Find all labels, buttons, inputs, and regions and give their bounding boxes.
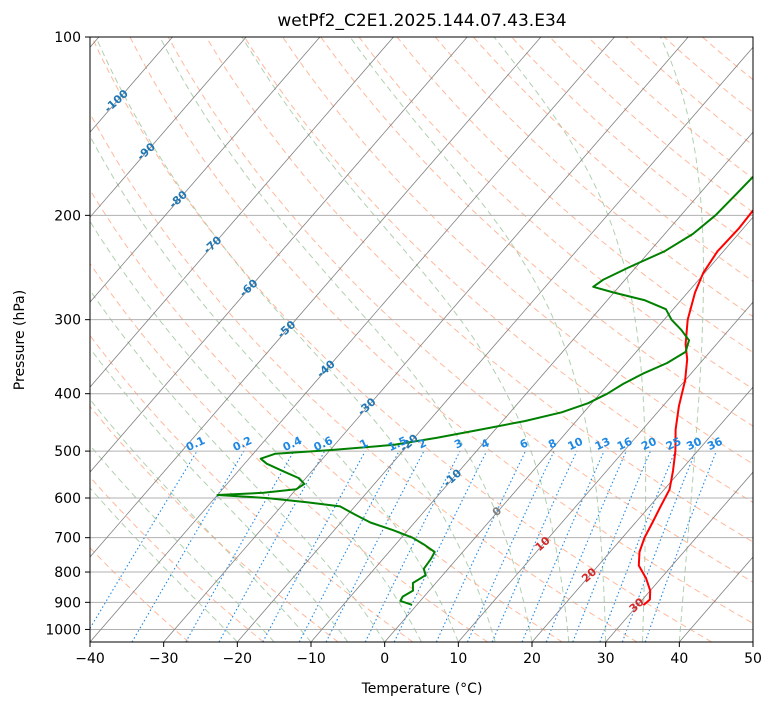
mixing-ratio-line bbox=[262, 450, 366, 642]
dry-adiabat-line bbox=[358, 37, 753, 390]
x-tick-label: 50 bbox=[744, 651, 762, 667]
dry-adiabat-line bbox=[320, 37, 753, 427]
moist-adiabat-line bbox=[349, 37, 607, 642]
isotherm-line bbox=[90, 37, 321, 303]
mixing-ratio-label: 10 bbox=[566, 435, 586, 453]
isotherms bbox=[90, 37, 753, 642]
isotherm-line bbox=[457, 301, 753, 642]
mixing-ratio-label: 13 bbox=[593, 435, 612, 453]
dry-adiabat-line bbox=[90, 112, 638, 642]
mixing-ratio-line bbox=[644, 450, 717, 642]
mixing-ratio-line bbox=[545, 450, 627, 642]
x-tick-label: 20 bbox=[523, 651, 541, 667]
moist-adiabat-line bbox=[90, 135, 459, 642]
isotherm-line bbox=[531, 386, 753, 642]
isotherm-line bbox=[90, 37, 394, 388]
moist-adiabat-line bbox=[90, 220, 422, 642]
y-tick-label: 300 bbox=[54, 313, 81, 329]
x-tick-label: −10 bbox=[296, 651, 326, 667]
y-tick-label: 600 bbox=[54, 491, 81, 507]
dry-adiabat-line bbox=[90, 476, 264, 642]
temperature-profile-line bbox=[637, 208, 753, 606]
isotherm-line bbox=[384, 216, 753, 642]
mixing-ratio-line bbox=[185, 450, 295, 642]
dry-adiabat-line bbox=[396, 37, 753, 354]
moist-adiabat-line bbox=[90, 444, 275, 642]
chart-title: wetPf2_C2E1.2025.144.07.43.E34 bbox=[277, 11, 566, 31]
mixing-ratio-line bbox=[393, 450, 488, 642]
mixing-ratio-label: 16 bbox=[615, 435, 635, 453]
dry-adiabat-line bbox=[91, 37, 712, 642]
mixing-ratio-line bbox=[364, 450, 461, 642]
plot-frame bbox=[89, 36, 754, 643]
x-tick-label: −30 bbox=[149, 651, 179, 667]
x-tick-label: −20 bbox=[223, 651, 253, 667]
isotherm-line bbox=[236, 46, 753, 642]
y-tick-label: 1000 bbox=[45, 622, 81, 638]
isotherm-line bbox=[90, 37, 542, 558]
isotherm-line bbox=[90, 37, 247, 218]
dry-adiabat-line bbox=[244, 37, 753, 504]
isotherm-line bbox=[310, 131, 753, 642]
x-tick-label: −40 bbox=[75, 651, 105, 667]
y-tick-label: 700 bbox=[54, 531, 81, 547]
plot-area bbox=[90, 37, 753, 642]
moist-adiabat-line bbox=[241, 37, 570, 642]
y-axis-label: Pressure (hPa) bbox=[12, 290, 28, 390]
dry-adiabat-line bbox=[511, 37, 753, 248]
moist-adiabat-line bbox=[90, 347, 349, 642]
x-axis-label: Temperature (°C) bbox=[361, 681, 483, 697]
mixing-ratio-label: 30 bbox=[684, 435, 704, 453]
y-tick-label: 100 bbox=[54, 30, 81, 46]
dry-adiabats bbox=[90, 37, 753, 642]
y-tick-label: 800 bbox=[54, 565, 81, 581]
y-tick-label: 200 bbox=[54, 208, 81, 224]
dry-adiabat-line bbox=[90, 188, 563, 642]
mixing-ratio-label: 36 bbox=[705, 435, 725, 453]
x-tick-label: 10 bbox=[449, 651, 467, 667]
dry-adiabat-line bbox=[90, 334, 414, 642]
mixing-ratio-line bbox=[131, 450, 245, 642]
dry-adiabat-line bbox=[473, 37, 753, 282]
isotherm-line bbox=[90, 37, 615, 642]
isotherm-line bbox=[163, 37, 689, 642]
moist-adiabat-line bbox=[493, 37, 647, 642]
mixing-ratio-line bbox=[521, 450, 605, 642]
isotherm-line bbox=[605, 471, 753, 642]
dry-adiabat-line bbox=[167, 37, 753, 583]
pressure-gridlines bbox=[90, 37, 753, 630]
moist-adiabat-line bbox=[95, 37, 496, 642]
moist-adiabat-line bbox=[159, 37, 533, 642]
x-tick-label: 0 bbox=[380, 651, 389, 667]
mixing-ratio-line bbox=[435, 450, 526, 642]
x-tick-label: 30 bbox=[597, 651, 615, 667]
dry-adiabat-line bbox=[549, 37, 753, 213]
mixing-ratio-line bbox=[218, 450, 326, 642]
y-tick-label: 400 bbox=[54, 387, 81, 403]
x-axis: −40 −30 −20 −10 0 10 20 30 40 50 bbox=[75, 642, 762, 667]
mixing-ratio-label: 25 bbox=[664, 435, 683, 453]
dewpoint-profile-line bbox=[216, 175, 753, 606]
y-axis: 100 200 300 400 500 600 700 800 900 1000 bbox=[45, 30, 90, 638]
moist-adiabat-line bbox=[90, 398, 312, 642]
x-tick-label: 40 bbox=[670, 651, 688, 667]
isotherm-line bbox=[90, 37, 468, 473]
y-tick-label: 500 bbox=[54, 444, 81, 460]
dry-adiabat-line bbox=[129, 37, 753, 624]
y-tick-label: 900 bbox=[54, 595, 81, 611]
sounding-series bbox=[216, 175, 753, 606]
mixing-ratio-lines bbox=[90, 450, 717, 642]
mixing-ratio-line bbox=[466, 450, 555, 642]
mixing-ratio-line bbox=[90, 450, 198, 630]
mixing-ratio-label: 20 bbox=[639, 435, 659, 453]
